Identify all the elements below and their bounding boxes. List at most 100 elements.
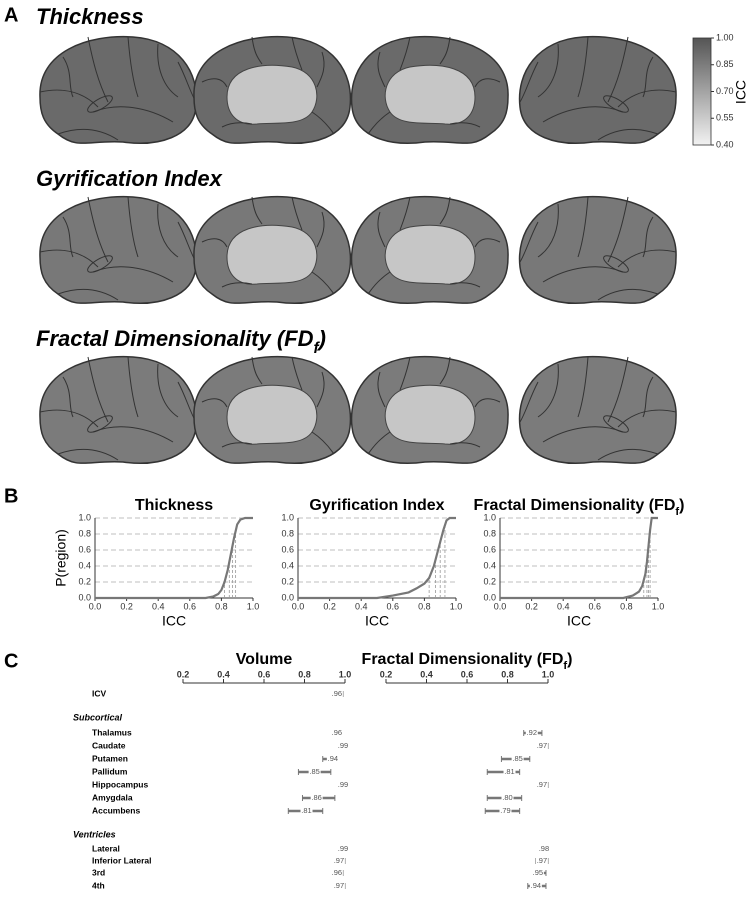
medial-wall [384, 224, 476, 285]
y-tick-label: 0.0 [78, 592, 91, 602]
row-label: 3rd [92, 867, 105, 877]
region-border [642, 216, 654, 258]
region-border [519, 221, 539, 263]
y-tick-label: 0.4 [483, 560, 496, 570]
medial-wall [226, 384, 318, 445]
cdf-line [298, 516, 456, 600]
region-border [251, 196, 263, 225]
x-tick-label: 1.0 [450, 601, 463, 611]
medial-wall [384, 384, 476, 445]
value-label: .81 [301, 806, 311, 815]
y-tick-label: 0.2 [78, 576, 91, 586]
region-border [201, 398, 228, 408]
value-label: .94 [531, 881, 541, 890]
x-tick-label: 0.6 [461, 669, 474, 679]
region-border [316, 51, 325, 88]
region-border [617, 89, 677, 108]
y-tick-label: 0.4 [78, 560, 91, 570]
x-tick-label: 0.0 [89, 601, 102, 611]
region-border [311, 271, 335, 295]
medial-wall [384, 64, 476, 125]
value-label: .97 [537, 780, 547, 789]
region-border [157, 43, 179, 98]
row-title: Thickness [36, 4, 144, 29]
brain [350, 195, 509, 305]
cdf-line [95, 516, 253, 600]
region [603, 95, 629, 113]
estimate [330, 869, 343, 877]
region-border [617, 249, 677, 268]
region-border [57, 288, 119, 301]
y-tick-label: 0.2 [281, 576, 294, 586]
x-tick-label: 1.0 [247, 601, 260, 611]
region [603, 255, 629, 273]
region-border [439, 36, 451, 65]
region-border [291, 36, 303, 71]
column-title: Volume [236, 651, 293, 668]
region-border [221, 282, 253, 288]
region-border [399, 36, 411, 71]
region-border [39, 409, 99, 428]
region-border [449, 122, 481, 128]
panel-label: C [4, 650, 18, 672]
row-label: Amygdala [92, 792, 133, 802]
y-tick-label: 0.6 [483, 544, 496, 554]
chart-title: Thickness [135, 497, 213, 514]
region-border [291, 356, 303, 391]
brain [518, 355, 677, 465]
title-part: f [563, 660, 567, 672]
title-part: ) [679, 497, 684, 514]
value-label: .96 [332, 689, 342, 698]
region-border [57, 448, 119, 461]
y-tick-label: 0.8 [78, 528, 91, 538]
region-border [62, 56, 74, 98]
row-title: Fractal Dimensionality (FDf) [36, 326, 326, 357]
value-label: .99 [338, 780, 348, 789]
title-part: f [314, 340, 321, 357]
y-tick-label: 0.0 [281, 592, 294, 602]
region-border [519, 61, 539, 103]
x-tick-label: 0.6 [387, 601, 400, 611]
estimate [531, 869, 544, 877]
value-label: .85 [309, 767, 319, 776]
region-border [537, 203, 559, 258]
x-tick-label: 0.6 [589, 601, 602, 611]
region-border [577, 196, 589, 258]
panel-label: A [4, 4, 18, 26]
region-border [316, 371, 325, 408]
region-border [39, 249, 99, 268]
region-border [367, 431, 391, 455]
brain [39, 355, 198, 465]
estimate [300, 807, 313, 815]
row-label: Hippocampus [92, 779, 148, 789]
region-border [157, 203, 179, 258]
brain [193, 195, 352, 305]
chart-title: Fractal Dimensionality (FDf) [474, 497, 685, 518]
x-tick-label: 1.0 [339, 669, 352, 679]
estimate [308, 768, 321, 776]
region [87, 95, 113, 113]
colorbar-tick-label: 0.40 [716, 139, 734, 149]
region-border [449, 282, 481, 288]
x-tick-label: 0.6 [258, 669, 271, 679]
region-border [474, 78, 501, 88]
estimate [537, 845, 550, 853]
title-part: Fractal Dimensionality (FD [36, 326, 314, 351]
row-title: Gyrification Index [36, 166, 223, 191]
x-tick-label: 0.6 [184, 601, 197, 611]
value-label: .96 [332, 728, 342, 737]
region-border [311, 111, 335, 135]
row-label: Pallidum [92, 766, 128, 776]
region-border [127, 356, 139, 418]
x-axis-label: ICC [162, 613, 186, 629]
region-border [201, 238, 228, 248]
region-border [62, 216, 74, 258]
row-label: Lateral [92, 843, 120, 853]
row-label: Accumbens [92, 805, 140, 815]
y-axis-label: P(region) [53, 529, 69, 587]
region-border [399, 356, 411, 391]
value-label: .85 [512, 754, 522, 763]
value-label: .97 [334, 856, 344, 865]
estimate [330, 729, 343, 737]
